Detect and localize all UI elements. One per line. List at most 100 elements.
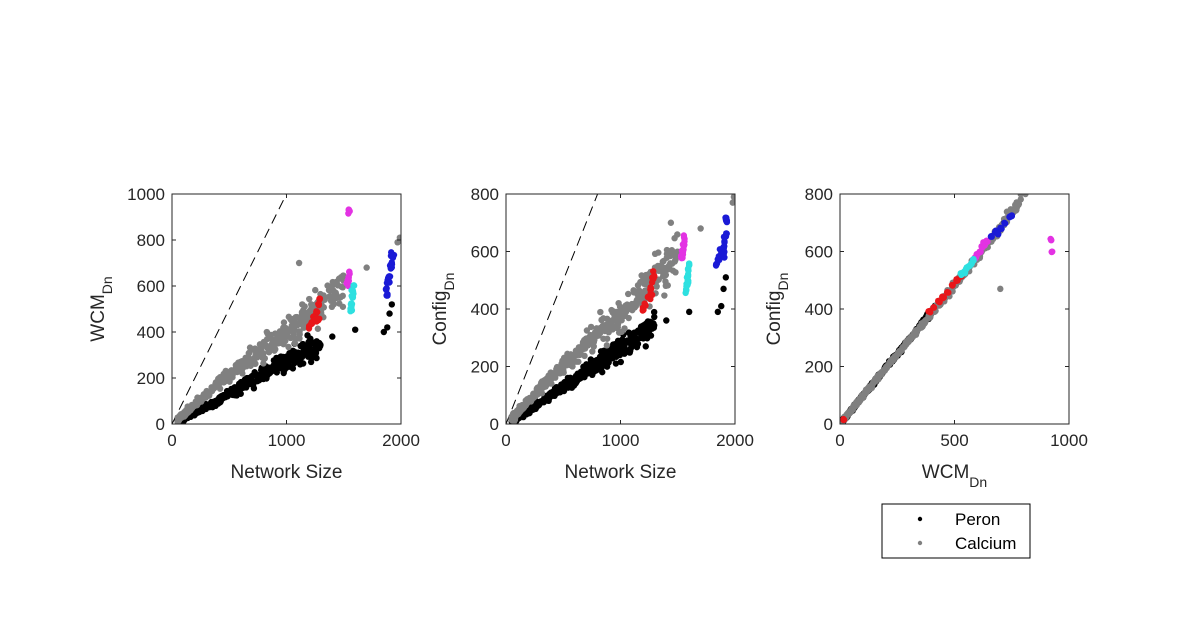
data-point <box>259 350 267 358</box>
data-point <box>334 281 341 288</box>
data-point <box>662 264 669 272</box>
data-point <box>384 324 391 331</box>
data-point <box>328 303 336 311</box>
data-point <box>304 332 311 339</box>
series-calcium <box>508 194 735 424</box>
data-point <box>387 249 395 256</box>
plot-area <box>506 194 735 424</box>
data-point <box>326 286 333 293</box>
y-tick-label: 0 <box>824 415 833 434</box>
data-point <box>337 294 344 301</box>
data-point <box>891 353 898 361</box>
data-point <box>598 316 605 324</box>
legend-box <box>881 503 1031 559</box>
data-point <box>877 370 884 377</box>
data-point <box>380 328 388 336</box>
data-point <box>384 290 391 298</box>
data-point <box>594 329 601 337</box>
data-point <box>662 278 669 285</box>
data-point <box>264 335 271 343</box>
data-point <box>899 344 906 352</box>
data-point <box>245 354 253 362</box>
x-tick-label: 500 <box>940 431 968 450</box>
x-tick-label: 1000 <box>602 431 640 450</box>
data-point <box>258 366 265 374</box>
data-point <box>263 328 271 336</box>
data-point <box>587 323 595 331</box>
data-point <box>209 386 216 394</box>
data-point <box>667 260 674 267</box>
data-point <box>195 407 202 414</box>
data-point <box>241 376 249 383</box>
data-point <box>530 390 537 398</box>
data-point <box>352 326 359 333</box>
plot-area <box>840 194 1056 424</box>
data-point <box>651 313 658 321</box>
data-point <box>651 273 658 280</box>
data-point <box>638 272 645 279</box>
data-point <box>655 267 663 275</box>
data-point <box>997 285 1004 293</box>
data-point <box>272 330 279 337</box>
data-point <box>205 391 213 398</box>
data-point <box>908 333 915 340</box>
data-point <box>661 292 668 299</box>
data-point <box>1017 196 1024 203</box>
data-point <box>662 271 670 279</box>
data-point <box>296 318 304 325</box>
data-point <box>984 238 991 245</box>
series-group-5 <box>712 214 731 269</box>
x-tick-label: 0 <box>501 431 510 450</box>
y-tick-label: 0 <box>156 415 165 434</box>
data-point <box>301 303 308 310</box>
data-point <box>667 251 675 259</box>
data-point <box>258 343 266 350</box>
data-point <box>221 378 229 385</box>
data-point <box>232 365 239 373</box>
data-point <box>348 292 355 300</box>
y-tick-label: 800 <box>471 185 499 204</box>
data-point <box>609 347 617 354</box>
data-point <box>654 262 662 270</box>
data-point <box>1003 208 1011 215</box>
data-point <box>730 194 735 201</box>
data-point <box>672 256 679 264</box>
data-point <box>335 275 343 282</box>
data-point <box>187 404 195 411</box>
data-point <box>663 317 670 324</box>
data-point <box>312 316 320 323</box>
data-point <box>363 264 370 271</box>
series-group-2 <box>305 295 324 332</box>
data-point <box>642 287 649 294</box>
y-tick-label: 600 <box>471 243 499 262</box>
data-point <box>650 308 658 316</box>
data-point <box>388 301 396 308</box>
y-tick-label: 600 <box>805 243 833 262</box>
data-point <box>276 328 284 335</box>
x-tick-label: 1000 <box>1050 431 1088 450</box>
data-point <box>634 340 642 348</box>
data-point <box>624 290 632 298</box>
x-axis-label: Network Size <box>565 462 677 483</box>
data-point <box>729 199 735 206</box>
data-point <box>599 359 607 366</box>
data-point <box>608 306 615 314</box>
data-point <box>1048 237 1055 244</box>
data-point <box>613 308 620 316</box>
data-point <box>386 310 393 317</box>
data-point <box>288 317 295 324</box>
data-point <box>321 296 329 303</box>
data-point <box>329 333 336 340</box>
data-point <box>282 362 290 370</box>
legend-marker-peron <box>917 516 923 522</box>
y-axis-label: ConfigDn <box>764 273 791 346</box>
data-point <box>526 396 533 404</box>
data-point <box>216 394 223 401</box>
legend: Peron Calcium <box>881 503 1031 559</box>
data-point <box>612 360 620 367</box>
data-point <box>853 400 861 407</box>
data-point <box>722 214 729 221</box>
data-point <box>548 392 556 399</box>
data-point <box>553 363 561 371</box>
data-point <box>289 365 297 372</box>
